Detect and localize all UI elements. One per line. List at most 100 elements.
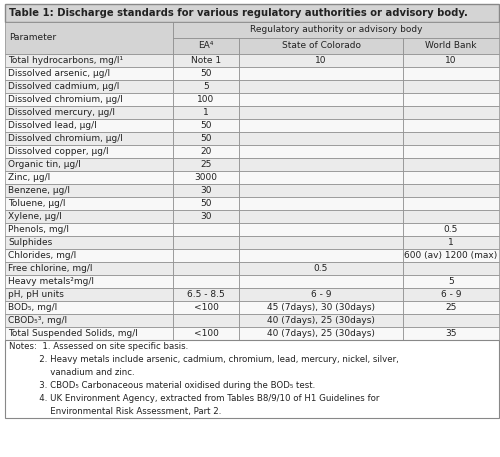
Text: Dissolved lead, µg/l: Dissolved lead, µg/l [8,121,97,130]
Bar [5,288,173,301]
Text: 50: 50 [200,134,212,143]
Text: Phenols, mg/l: Phenols, mg/l [8,225,69,234]
Bar [403,236,499,249]
Text: State of Colorado: State of Colorado [282,42,360,51]
Text: Total Suspended Solids, mg/l: Total Suspended Solids, mg/l [8,329,138,338]
Text: 6.5 - 8.5: 6.5 - 8.5 [187,290,225,299]
Bar [173,145,239,158]
Bar [403,314,499,327]
Bar [403,38,499,54]
Bar [239,67,403,80]
Text: 6 - 9: 6 - 9 [311,290,331,299]
Bar [173,314,239,327]
Text: 1: 1 [203,108,209,117]
Bar [5,22,173,54]
Text: 35: 35 [446,329,457,338]
Bar [403,171,499,184]
Bar [239,210,403,223]
Bar [239,184,403,197]
Text: 2. Heavy metals include arsenic, cadmium, chromium, lead, mercury, nickel, silve: 2. Heavy metals include arsenic, cadmium… [9,355,399,364]
Text: Note 1: Note 1 [191,56,221,65]
Bar [5,93,173,106]
Bar [239,54,403,67]
Text: Xylene, µg/l: Xylene, µg/l [8,212,62,221]
Bar [403,67,499,80]
Text: Toluene, µg/l: Toluene, µg/l [8,199,66,208]
Bar [173,132,239,145]
Text: 10: 10 [316,56,327,65]
Bar [5,158,173,171]
Bar [173,158,239,171]
Text: Zinc, µg/l: Zinc, µg/l [8,173,50,182]
Bar [173,119,239,132]
Bar [5,314,173,327]
Bar [173,262,239,275]
Text: 50: 50 [200,69,212,78]
Text: Free chlorine, mg/l: Free chlorine, mg/l [8,264,92,273]
Text: Dissolved copper, µg/l: Dissolved copper, µg/l [8,147,108,156]
Text: 4. UK Environment Agency, extracted from Tables B8/9/10 of H1 Guidelines for: 4. UK Environment Agency, extracted from… [9,394,380,403]
Bar [403,249,499,262]
Bar [5,67,173,80]
Bar [239,106,403,119]
Bar [239,171,403,184]
Text: CBOD₅³, mg/l: CBOD₅³, mg/l [8,316,67,325]
Bar [5,301,173,314]
Text: 20: 20 [200,147,211,156]
Text: 6 - 9: 6 - 9 [441,290,461,299]
Text: 50: 50 [200,199,212,208]
Text: 40 (7days), 25 (30days): 40 (7days), 25 (30days) [267,316,375,325]
Bar [173,223,239,236]
Bar [239,38,403,54]
Text: Heavy metals²mg/l: Heavy metals²mg/l [8,277,94,286]
Bar [239,327,403,340]
Bar [173,22,499,38]
Text: vanadium and zinc.: vanadium and zinc. [9,368,134,377]
Bar [173,54,239,67]
Text: 45 (7days), 30 (30days): 45 (7days), 30 (30days) [267,303,375,312]
Bar [403,327,499,340]
Bar [173,249,239,262]
Bar [239,288,403,301]
Bar [403,288,499,301]
Text: Sulphides: Sulphides [8,238,52,247]
Text: 0.5: 0.5 [444,225,458,234]
Bar [173,301,239,314]
Bar [239,145,403,158]
Bar [403,197,499,210]
Bar [403,275,499,288]
Bar [5,223,173,236]
Bar [239,80,403,93]
Text: 1: 1 [448,238,454,247]
Bar [5,210,173,223]
Bar [239,197,403,210]
Text: 10: 10 [446,56,457,65]
Text: 25: 25 [446,303,456,312]
Bar [5,171,173,184]
Text: Environmental Risk Assessment, Part 2.: Environmental Risk Assessment, Part 2. [9,407,222,416]
Text: Regulatory authority or advisory body: Regulatory authority or advisory body [250,26,422,34]
Bar [173,93,239,106]
Text: Parameter: Parameter [9,33,56,43]
Bar [5,262,173,275]
Bar [5,275,173,288]
Bar [173,327,239,340]
Bar [173,275,239,288]
Text: Table 1: Discharge standards for various regulatory authorities or advisory body: Table 1: Discharge standards for various… [9,8,468,18]
Bar [239,301,403,314]
Text: Dissolved cadmium, µg/l: Dissolved cadmium, µg/l [8,82,119,91]
Text: Total hydrocarbons, mg/l¹: Total hydrocarbons, mg/l¹ [8,56,123,65]
Bar [173,67,239,80]
Bar [403,301,499,314]
Text: <100: <100 [194,303,218,312]
Bar [173,184,239,197]
Bar [239,275,403,288]
Text: 50: 50 [200,121,212,130]
Bar [5,197,173,210]
Bar [5,119,173,132]
Bar [173,210,239,223]
Text: Organic tin, µg/l: Organic tin, µg/l [8,160,81,169]
Text: 3. CBOD₅ Carbonaceous material oxidised during the BOD₅ test.: 3. CBOD₅ Carbonaceous material oxidised … [9,381,316,390]
Text: Dissolved mercury, µg/l: Dissolved mercury, µg/l [8,108,115,117]
Text: Chlorides, mg/l: Chlorides, mg/l [8,251,76,260]
